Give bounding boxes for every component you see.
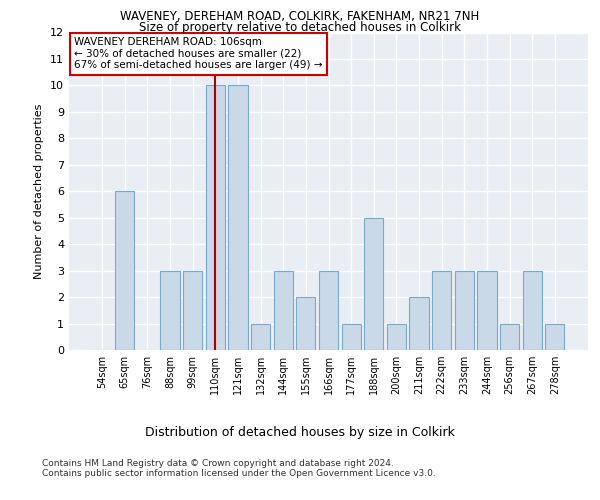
Bar xyxy=(183,270,202,350)
Text: Contains HM Land Registry data © Crown copyright and database right 2024.: Contains HM Land Registry data © Crown c… xyxy=(42,458,394,468)
Bar xyxy=(251,324,270,350)
Text: WAVENEY DEREHAM ROAD: 106sqm
← 30% of detached houses are smaller (22)
67% of se: WAVENEY DEREHAM ROAD: 106sqm ← 30% of de… xyxy=(74,38,323,70)
Bar xyxy=(206,86,225,350)
Text: WAVENEY, DEREHAM ROAD, COLKIRK, FAKENHAM, NR21 7NH: WAVENEY, DEREHAM ROAD, COLKIRK, FAKENHAM… xyxy=(121,10,479,23)
Bar xyxy=(387,324,406,350)
Y-axis label: Number of detached properties: Number of detached properties xyxy=(34,104,44,279)
Bar xyxy=(523,270,542,350)
Bar xyxy=(500,324,519,350)
Bar xyxy=(477,270,497,350)
Bar xyxy=(229,86,248,350)
Text: Distribution of detached houses by size in Colkirk: Distribution of detached houses by size … xyxy=(145,426,455,439)
Bar xyxy=(364,218,383,350)
Bar xyxy=(319,270,338,350)
Bar xyxy=(455,270,474,350)
Text: Contains public sector information licensed under the Open Government Licence v3: Contains public sector information licen… xyxy=(42,468,436,477)
Bar xyxy=(274,270,293,350)
Bar xyxy=(432,270,451,350)
Bar xyxy=(160,270,180,350)
Bar xyxy=(341,324,361,350)
Bar xyxy=(409,297,428,350)
Bar xyxy=(115,191,134,350)
Text: Size of property relative to detached houses in Colkirk: Size of property relative to detached ho… xyxy=(139,21,461,34)
Bar xyxy=(545,324,565,350)
Bar xyxy=(296,297,316,350)
